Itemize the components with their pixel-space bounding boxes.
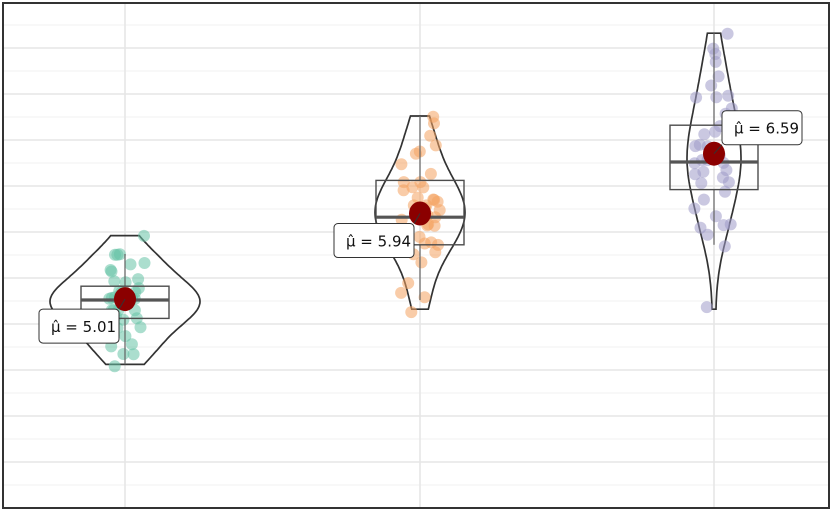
violin-groups: μ̂ = 5.01μ̂ = 5.94μ̂ = 6.59 [38,27,803,373]
data-point [108,360,121,373]
data-point [117,348,130,360]
mean-symbol: μ̂ = [734,120,766,138]
mean-label: μ̂ = 6.59 [713,110,803,155]
data-point [124,258,137,271]
data-point [397,176,410,189]
data-point [409,147,422,160]
data-point [429,139,442,152]
mean-label-box [333,223,415,259]
box-iqr [669,124,759,191]
mean-label-leader [713,144,723,155]
data-point [413,230,426,243]
mean-label-text: μ̂ = 5.01 [51,318,116,336]
data-point [697,193,710,206]
violin-outline [686,32,742,311]
mean-symbol: μ̂ = [346,233,378,251]
data-point [695,177,708,190]
data-point [710,91,723,104]
violin-group-1: μ̂ = 5.01 [38,229,201,373]
data-point [694,221,707,234]
mean-label-leader [118,298,126,310]
data-point [138,229,150,242]
violin-group-2: μ̂ = 5.94 [333,110,466,319]
grid-lines [3,3,829,508]
data-point [719,185,731,198]
data-point [698,128,711,141]
mean-label-text: μ̂ = 6.59 [734,120,799,138]
data-point [428,193,441,206]
data-point [134,321,147,334]
data-point [712,70,725,83]
data-point [411,191,424,204]
data-point [138,257,151,269]
data-point [700,301,713,314]
mean-value: 5.01 [83,318,116,336]
data-point [427,110,440,123]
data-point [127,348,140,361]
mean-label: μ̂ = 5.01 [38,298,126,344]
data-point [418,291,431,304]
data-point [402,277,415,290]
data-point [415,256,428,269]
data-point [424,167,437,180]
mean-value: 5.94 [378,233,411,251]
data-point [689,140,702,153]
data-point [709,210,722,223]
mean-value: 6.59 [766,120,799,138]
data-point [125,338,138,351]
data-point [724,218,737,231]
mean-label-leader [413,213,421,224]
data-point [119,276,132,289]
data-point [689,168,702,181]
mean-symbol: μ̂ = [51,318,83,336]
data-point [414,176,427,189]
data-point [405,306,418,319]
data-point [108,275,121,288]
mean-label-box [38,308,120,344]
box-iqr [375,179,465,246]
data-point [721,27,734,40]
data-point [132,273,145,286]
mean-label-box [721,110,803,146]
mean-label: μ̂ = 5.94 [333,213,421,259]
data-point [424,129,437,142]
data-point [111,248,124,261]
data-point [104,264,117,276]
data-point [718,240,731,253]
data-point [690,91,703,104]
data-point [722,89,735,102]
data-point [395,158,408,171]
data-point [395,286,408,299]
mean-label-text: μ̂ = 5.94 [346,233,411,251]
data-point [688,202,701,215]
data-point [709,48,722,60]
violin-group-3: μ̂ = 6.59 [669,27,803,314]
box-iqr [80,285,170,320]
